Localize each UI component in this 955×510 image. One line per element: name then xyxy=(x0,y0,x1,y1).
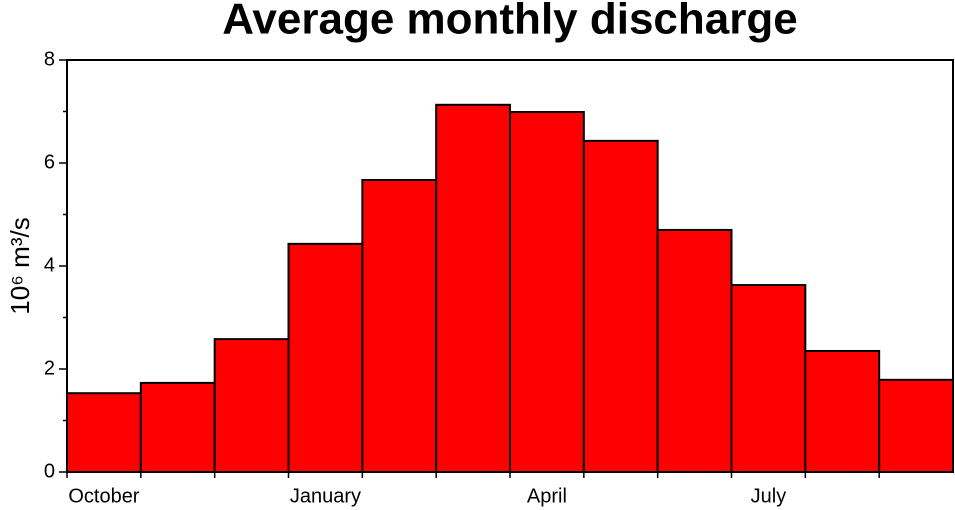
bar xyxy=(804,349,881,474)
bar xyxy=(361,178,438,473)
x-tick-label: July xyxy=(751,485,787,507)
y-axis-label: 10⁶ m³/s xyxy=(5,217,35,314)
bar xyxy=(139,381,216,473)
y-tick-label: 2 xyxy=(44,357,55,379)
x-tick-label: January xyxy=(290,485,361,507)
x-tick-label: October xyxy=(68,485,139,507)
bar xyxy=(656,228,733,473)
x-tick-label: April xyxy=(527,485,567,507)
bar xyxy=(435,103,511,474)
bar xyxy=(509,111,585,473)
y-tick-label: 4 xyxy=(44,254,55,276)
bar xyxy=(730,284,807,473)
y-tick-label: 8 xyxy=(44,48,55,70)
bar xyxy=(582,139,659,473)
bar xyxy=(878,378,955,473)
bar xyxy=(213,338,290,473)
y-tick-label: 6 xyxy=(44,151,55,173)
chart-title: Average monthly discharge xyxy=(222,0,797,44)
bar xyxy=(66,392,142,473)
bar xyxy=(287,242,364,473)
y-tick-label: 0 xyxy=(44,460,55,482)
